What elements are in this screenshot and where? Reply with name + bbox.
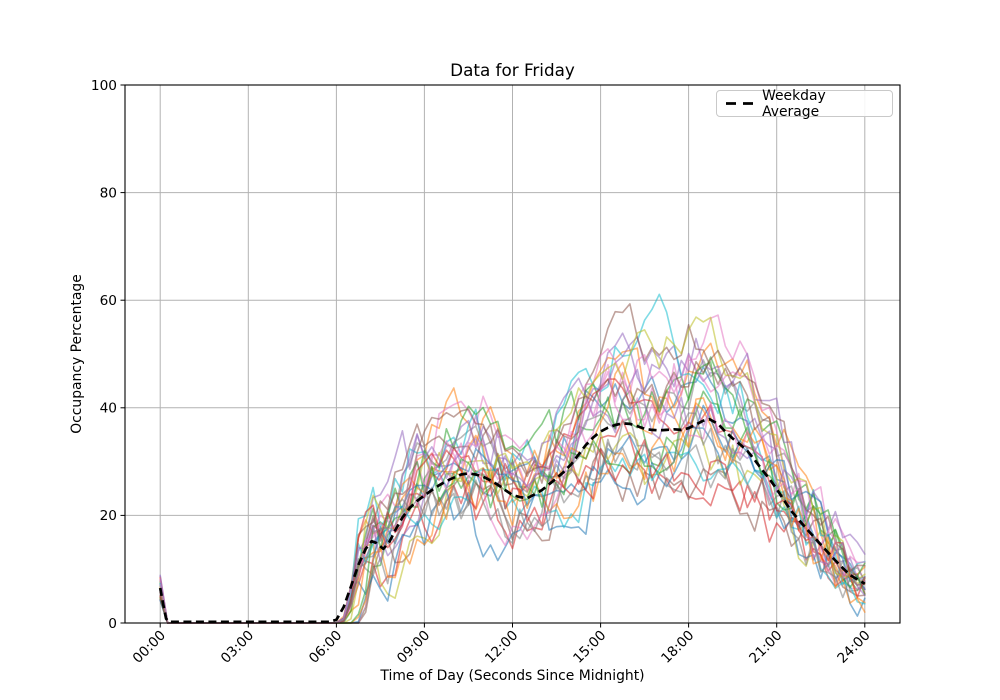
weekday-average-line [158,417,866,624]
x-tick-label-24:00: 24:00 [834,628,873,667]
x-tick-label-06:00: 06:00 [306,628,345,667]
x-axis-label: Time of Day (Seconds Since Midnight) [380,668,645,684]
y-tick-label-80: 80 [100,185,117,201]
y-tick-label-100: 100 [91,78,117,94]
x-tick-label-18:00: 18:00 [658,628,697,667]
legend: Weekday Average [716,87,893,120]
chart-title: Data for Friday [450,60,575,80]
x-tick-label-12:00: 12:00 [482,628,521,667]
y-tick-label-60: 60 [100,293,117,309]
x-tick-label-09:00: 09:00 [394,628,433,667]
ticks: 00:00 03:00 06:00 09:00 12:00 15:00 18:00 21:00… [91,78,874,667]
y-tick-label-20: 20 [100,508,117,524]
y-axis-label: Occupancy Percentage [69,274,85,434]
legend-entry-label: Weekday Average [762,87,826,120]
x-tick-label-00:00: 00:00 [130,628,169,667]
x-tick-label-21:00: 21:00 [746,628,785,667]
y-tick-label-40: 40 [100,401,117,417]
legend-dashed-line-swatch [726,102,754,105]
x-tick-label-03:00: 03:00 [218,628,257,667]
y-tick-label-0: 0 [108,616,117,632]
x-tick-label-15:00: 15:00 [570,628,609,667]
individual-series-lines [159,293,866,624]
